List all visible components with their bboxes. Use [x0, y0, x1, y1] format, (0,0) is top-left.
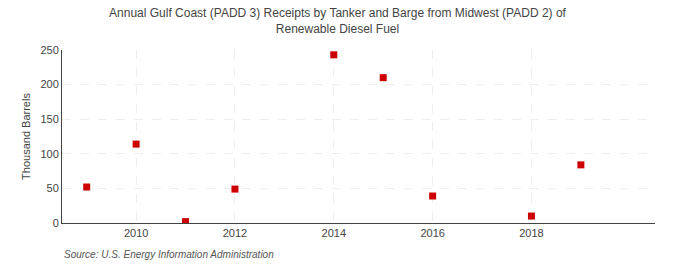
svg-text:Annual Gulf Coast (PADD 3) Rec: Annual Gulf Coast (PADD 3) Receipts by T… [109, 6, 567, 36]
svg-text:50: 50 [47, 182, 59, 194]
svg-text:Thousand Barrels: Thousand Barrels [20, 93, 32, 180]
svg-text:2014: 2014 [322, 227, 346, 239]
svg-text:250: 250 [40, 44, 58, 56]
svg-text:150: 150 [40, 113, 58, 125]
svg-text:200: 200 [40, 78, 58, 90]
svg-text:2012: 2012 [223, 227, 247, 239]
svg-text:2016: 2016 [420, 227, 444, 239]
svg-text:100: 100 [40, 148, 58, 160]
svg-text:2018: 2018 [519, 227, 543, 239]
svg-text:2010: 2010 [124, 227, 148, 239]
svg-text:Source: U.S. Energy Informatio: Source: U.S. Energy Information Administ… [64, 249, 274, 260]
svg-text:0: 0 [53, 217, 59, 229]
